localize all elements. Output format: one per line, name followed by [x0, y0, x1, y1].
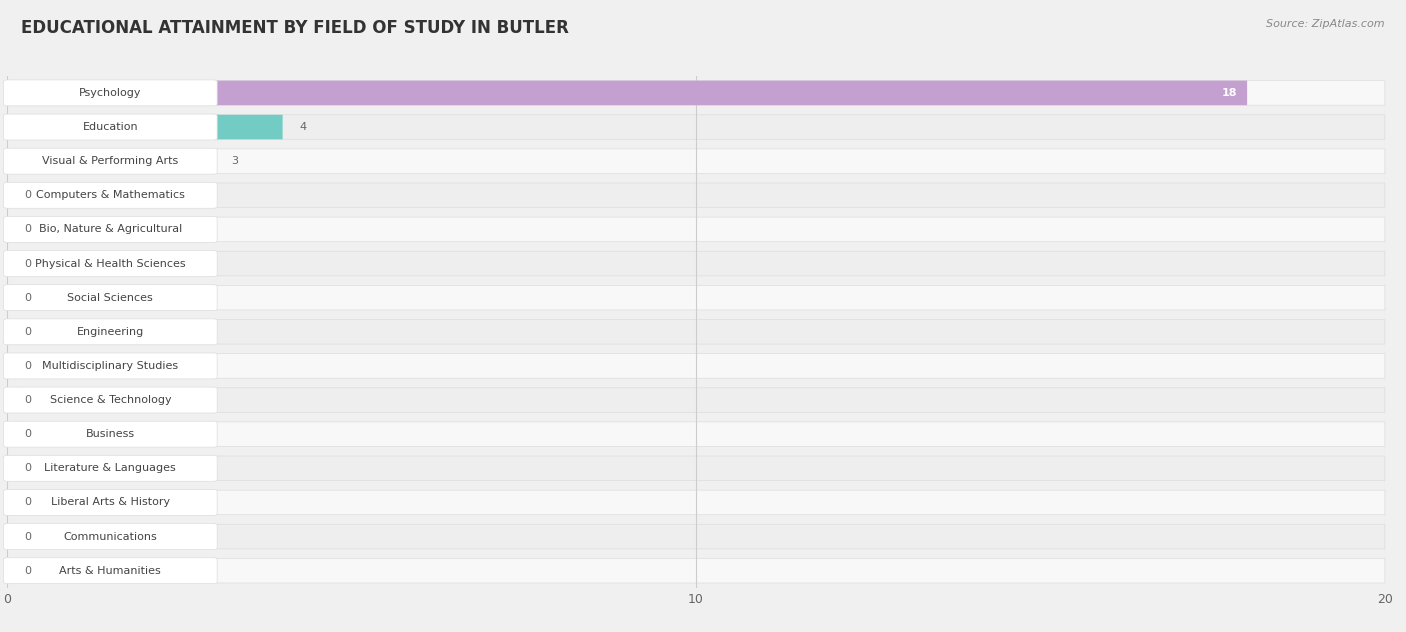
Text: 0: 0	[24, 190, 31, 200]
Text: 18: 18	[1222, 88, 1237, 98]
FancyBboxPatch shape	[7, 490, 1385, 514]
Circle shape	[0, 184, 41, 207]
Text: Engineering: Engineering	[77, 327, 143, 337]
FancyBboxPatch shape	[7, 115, 283, 139]
Text: Visual & Performing Arts: Visual & Performing Arts	[42, 156, 179, 166]
Circle shape	[0, 389, 41, 411]
FancyBboxPatch shape	[7, 456, 1385, 480]
FancyBboxPatch shape	[7, 354, 1385, 378]
Circle shape	[0, 286, 41, 309]
Text: EDUCATIONAL ATTAINMENT BY FIELD OF STUDY IN BUTLER: EDUCATIONAL ATTAINMENT BY FIELD OF STUDY…	[21, 19, 569, 37]
Circle shape	[0, 218, 41, 241]
Text: Multidisciplinary Studies: Multidisciplinary Studies	[42, 361, 179, 371]
FancyBboxPatch shape	[4, 489, 217, 516]
Circle shape	[0, 423, 41, 446]
FancyBboxPatch shape	[7, 217, 1385, 241]
Text: Literature & Languages: Literature & Languages	[45, 463, 176, 473]
FancyBboxPatch shape	[7, 81, 1247, 105]
Text: 3: 3	[231, 156, 238, 166]
FancyBboxPatch shape	[7, 252, 1385, 276]
Text: Source: ZipAtlas.com: Source: ZipAtlas.com	[1267, 19, 1385, 29]
FancyBboxPatch shape	[4, 319, 217, 345]
FancyBboxPatch shape	[7, 422, 1385, 446]
Circle shape	[0, 320, 41, 343]
FancyBboxPatch shape	[7, 559, 1385, 583]
FancyBboxPatch shape	[4, 455, 217, 482]
Circle shape	[0, 457, 41, 480]
FancyBboxPatch shape	[7, 286, 1385, 310]
FancyBboxPatch shape	[4, 523, 217, 550]
Text: Business: Business	[86, 429, 135, 439]
FancyBboxPatch shape	[4, 216, 217, 243]
FancyBboxPatch shape	[4, 353, 217, 379]
Text: Education: Education	[83, 122, 138, 132]
FancyBboxPatch shape	[7, 388, 1385, 412]
Text: Bio, Nature & Agricultural: Bio, Nature & Agricultural	[39, 224, 181, 234]
Text: 4: 4	[299, 122, 307, 132]
FancyBboxPatch shape	[7, 81, 1385, 105]
Circle shape	[0, 559, 41, 582]
FancyBboxPatch shape	[4, 421, 217, 447]
Text: Psychology: Psychology	[79, 88, 142, 98]
Circle shape	[0, 150, 41, 173]
Text: 0: 0	[24, 463, 31, 473]
FancyBboxPatch shape	[4, 557, 217, 584]
Text: Communications: Communications	[63, 532, 157, 542]
Circle shape	[0, 525, 41, 548]
Text: Arts & Humanities: Arts & Humanities	[59, 566, 162, 576]
FancyBboxPatch shape	[7, 320, 1385, 344]
Text: Computers & Mathematics: Computers & Mathematics	[37, 190, 184, 200]
Circle shape	[0, 491, 41, 514]
Text: Science & Technology: Science & Technology	[49, 395, 172, 405]
Circle shape	[0, 116, 41, 138]
Text: 0: 0	[24, 361, 31, 371]
Text: 0: 0	[24, 395, 31, 405]
FancyBboxPatch shape	[4, 182, 217, 209]
FancyBboxPatch shape	[7, 115, 1385, 139]
Circle shape	[0, 82, 41, 104]
FancyBboxPatch shape	[4, 387, 217, 413]
Circle shape	[0, 252, 41, 275]
Text: Social Sciences: Social Sciences	[67, 293, 153, 303]
FancyBboxPatch shape	[4, 284, 217, 311]
Text: 0: 0	[24, 258, 31, 269]
Text: 0: 0	[24, 566, 31, 576]
FancyBboxPatch shape	[4, 250, 217, 277]
Text: 0: 0	[24, 532, 31, 542]
FancyBboxPatch shape	[4, 80, 217, 106]
Text: 0: 0	[24, 224, 31, 234]
Text: 0: 0	[24, 293, 31, 303]
Text: 0: 0	[24, 429, 31, 439]
FancyBboxPatch shape	[4, 114, 217, 140]
Text: Physical & Health Sciences: Physical & Health Sciences	[35, 258, 186, 269]
Text: 0: 0	[24, 327, 31, 337]
FancyBboxPatch shape	[4, 148, 217, 174]
Text: Liberal Arts & History: Liberal Arts & History	[51, 497, 170, 507]
FancyBboxPatch shape	[7, 183, 1385, 207]
FancyBboxPatch shape	[7, 149, 214, 173]
FancyBboxPatch shape	[7, 525, 1385, 549]
Circle shape	[0, 355, 41, 377]
FancyBboxPatch shape	[7, 149, 1385, 173]
Text: 0: 0	[24, 497, 31, 507]
